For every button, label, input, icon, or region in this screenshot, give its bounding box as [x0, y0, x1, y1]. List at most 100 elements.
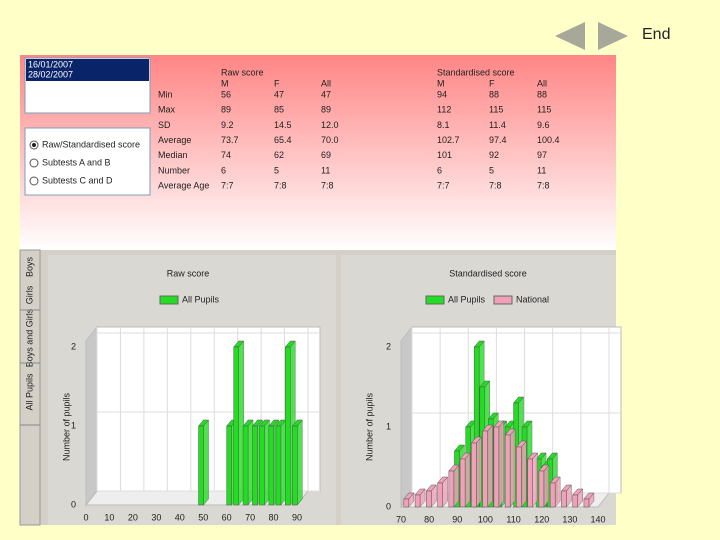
cell: 11	[321, 165, 330, 175]
row-label: Average Age	[158, 181, 209, 191]
tab[interactable]: Boys and Girls	[24, 308, 34, 367]
chart-title: Raw score	[167, 268, 210, 278]
cell: 92	[489, 150, 499, 160]
cell: 70.0	[321, 135, 339, 145]
cell: 7:8	[537, 181, 550, 191]
cell: 88	[537, 89, 547, 99]
column-header: F	[274, 78, 280, 88]
bar	[426, 490, 432, 508]
bar-side	[464, 452, 471, 508]
row-label: Median	[158, 150, 188, 160]
cell: 62	[274, 150, 284, 160]
tab[interactable]: Girls	[24, 285, 34, 304]
tab[interactable]: All Pupils	[24, 373, 34, 411]
radio-dot	[32, 143, 36, 147]
column-header: F	[489, 78, 495, 88]
bar	[583, 498, 590, 508]
x-tick-label: 70	[396, 514, 406, 524]
row-label: SD	[158, 120, 171, 130]
column-header: All	[537, 78, 547, 88]
cell: 6	[221, 165, 226, 175]
date-selection	[26, 59, 149, 81]
bar-side	[453, 464, 460, 508]
legend-swatch	[493, 295, 513, 305]
plot-side	[400, 325, 413, 509]
x-tick-label: 90	[452, 514, 462, 524]
date[interactable]: 16/01/2007	[28, 59, 73, 69]
tab-strip	[19, 249, 41, 526]
cell: 56	[221, 89, 231, 99]
option-box	[24, 127, 151, 196]
bar	[268, 425, 275, 506]
y-tick-label: 2	[386, 341, 391, 351]
x-tick-label: 80	[269, 512, 279, 522]
cell: 89	[321, 105, 331, 115]
bar-side	[543, 464, 550, 508]
prev-button[interactable]	[555, 22, 585, 50]
bar	[226, 425, 232, 506]
bar	[285, 346, 291, 506]
bar	[259, 425, 265, 506]
cell: 7:7	[221, 181, 234, 191]
bar-side	[521, 440, 527, 508]
cell: 115	[537, 105, 551, 115]
bar	[572, 494, 578, 508]
cell: 69	[321, 150, 331, 160]
next-button[interactable]	[598, 22, 628, 50]
cell: 85	[274, 105, 284, 115]
x-tick-label: 50	[198, 512, 208, 522]
end-link[interactable]: End	[642, 26, 670, 43]
radio-label[interactable]: Subtests A and B	[42, 157, 111, 167]
date[interactable]: 28/02/2007	[28, 69, 73, 79]
cell: 5	[274, 165, 279, 175]
y-tick-label: 0	[71, 499, 76, 509]
cell: 7:8	[274, 181, 287, 191]
bar	[437, 482, 443, 508]
cell: 47	[321, 89, 331, 99]
radio-label[interactable]: Subtests C and D	[42, 175, 113, 185]
radio[interactable]	[29, 158, 39, 168]
x-tick-label: 90	[292, 512, 302, 522]
x-tick-label: 130	[562, 514, 577, 524]
plot-side	[85, 325, 98, 507]
bar-side	[487, 424, 493, 508]
x-tick-label: 0	[83, 512, 88, 522]
bar	[414, 494, 421, 508]
x-tick-label: 60	[222, 512, 232, 522]
cell: 88	[489, 89, 499, 99]
row-label: Min	[158, 89, 173, 99]
radio[interactable]	[29, 176, 39, 186]
bar-side	[297, 419, 303, 506]
bar-side	[476, 436, 482, 508]
y-tick-label: 0	[386, 501, 391, 511]
legend-swatch	[425, 295, 445, 305]
row-label: Max	[158, 105, 176, 115]
bar	[448, 470, 455, 508]
column-group: Raw score	[221, 67, 264, 77]
y-tick-label: 2	[71, 341, 76, 351]
column-header: All	[321, 78, 331, 88]
cell: 9.6	[537, 120, 550, 130]
bar-side	[203, 419, 209, 506]
cell: 73.7	[221, 135, 239, 145]
cell: 7:8	[321, 181, 334, 191]
x-tick-label: 70	[245, 512, 255, 522]
bar	[538, 470, 545, 508]
x-tick-label: 30	[151, 512, 161, 522]
cell: 65.4	[274, 135, 292, 145]
bar	[561, 490, 567, 508]
tab[interactable]: Boys	[24, 256, 34, 277]
cell: 14.5	[274, 120, 292, 130]
cell: 7:7	[437, 181, 450, 191]
bar-side	[509, 428, 516, 508]
radio-label[interactable]: Raw/Standardised score	[42, 139, 140, 149]
bar	[516, 446, 522, 508]
cell: 100.4	[537, 135, 560, 145]
bar-side	[532, 452, 538, 508]
cell: 94	[437, 89, 447, 99]
x-tick-label: 140	[590, 514, 605, 524]
cell: 9.2	[221, 120, 234, 130]
row-label: Average	[158, 135, 191, 145]
cell: 97	[537, 150, 547, 160]
